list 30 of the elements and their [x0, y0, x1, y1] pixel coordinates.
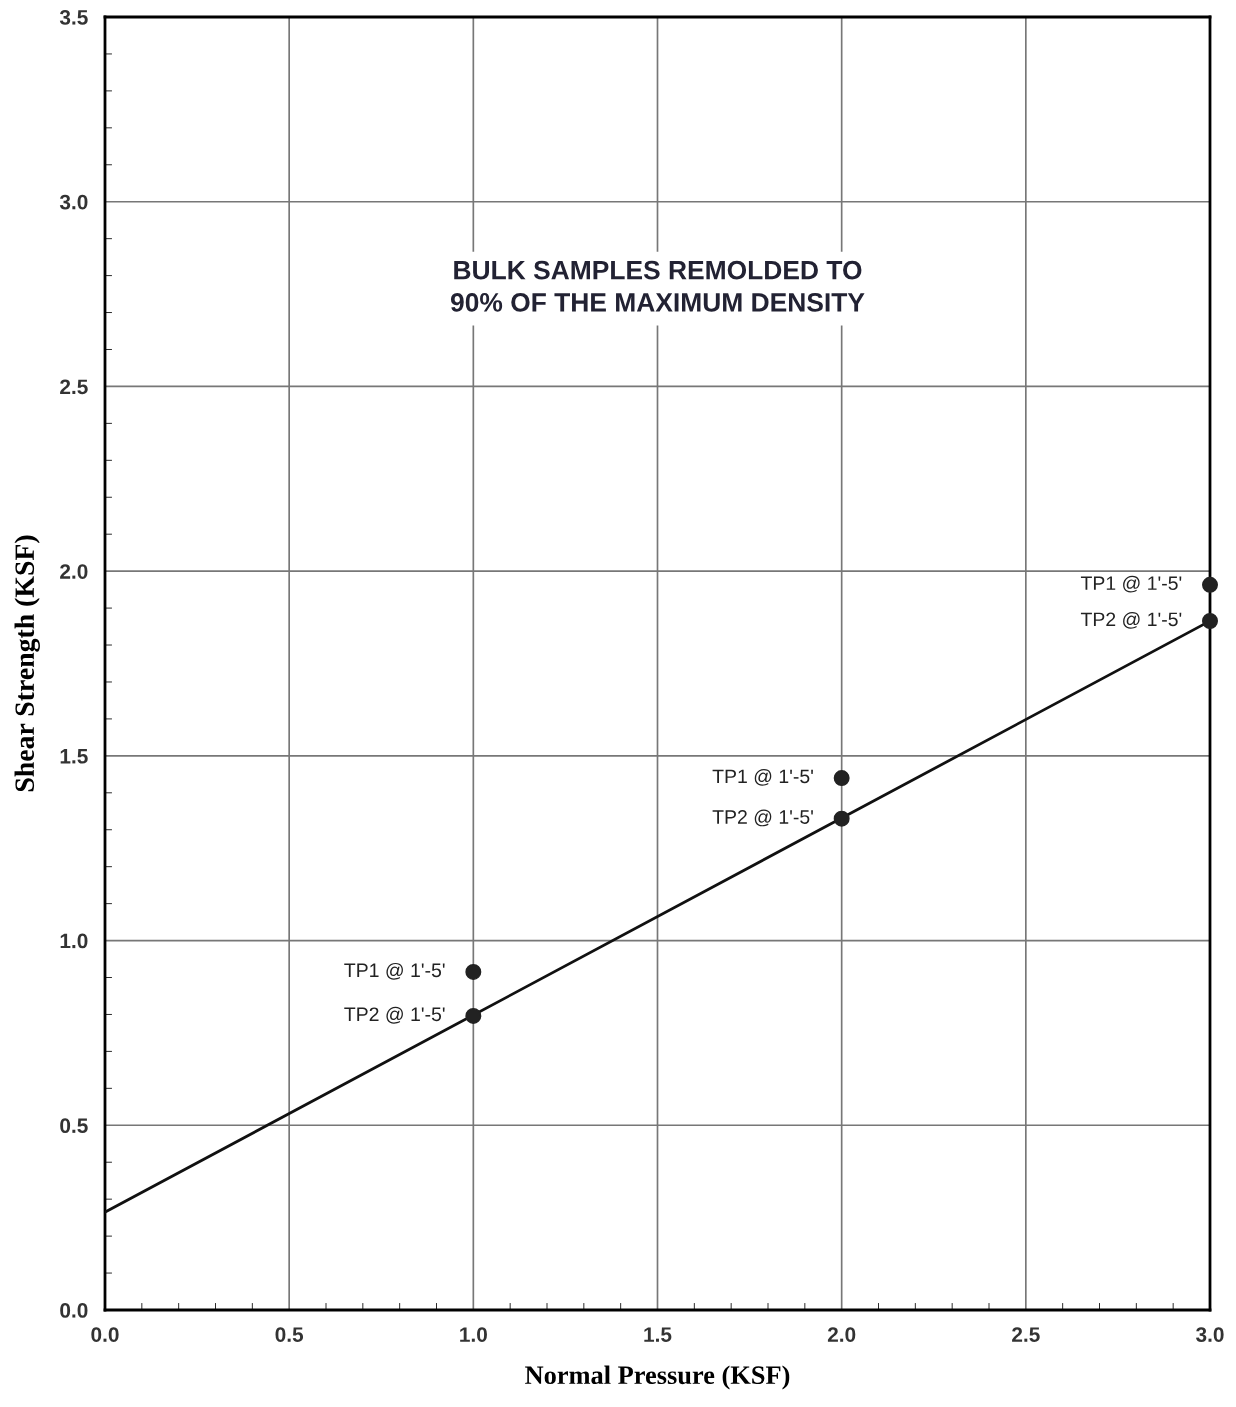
- annotation: BULK SAMPLES REMOLDED TO 90% OF THE MAXIMUM DENSITY: [450, 260, 865, 312]
- y-tick-label: 1.5: [60, 749, 88, 764]
- point: [465, 1007, 482, 1024]
- point: [1202, 613, 1218, 629]
- point: [833, 810, 850, 827]
- x-tick-label: 2.0: [827, 1327, 856, 1342]
- point: [1202, 576, 1218, 593]
- y-tick-label: 2.5: [60, 379, 88, 395]
- point: [833, 770, 850, 787]
- annotation: TP1 @ 1'-5': [1080, 575, 1182, 593]
- annotation: TP1 @ 1'-5': [344, 962, 445, 980]
- x-tick-label: 2.5: [1012, 1327, 1040, 1342]
- y-tick-label: 2.0: [60, 564, 88, 579]
- x-axis-title: Normal Pressure (KSF): [525, 1365, 790, 1390]
- x-tick-label: 0.0: [91, 1327, 119, 1342]
- point: [465, 963, 482, 980]
- x-tick-label: 3.0: [1196, 1327, 1224, 1342]
- y-tick-label: 1.0: [60, 933, 88, 949]
- annotation: TP2 @ 1'-5': [712, 809, 813, 827]
- annotation: TP2 @ 1'-5': [1080, 611, 1182, 629]
- y-tick-label: 3.0: [59, 194, 88, 210]
- y-tick-label: 0.0: [60, 1303, 88, 1318]
- y-tick-label: 0.5: [60, 1118, 88, 1134]
- annotation: TP1 @ 1'-5': [712, 768, 813, 786]
- x-tick-label: 1.5: [644, 1327, 672, 1342]
- annotation: TP2 @ 1'-5': [344, 1006, 445, 1024]
- y-tick-label: 3.5: [59, 10, 88, 25]
- x-tick-label: 1.0: [460, 1327, 487, 1342]
- y-axis-title: Shear Strength (KSF): [14, 535, 40, 792]
- x-tick-label: 0.5: [275, 1327, 304, 1342]
